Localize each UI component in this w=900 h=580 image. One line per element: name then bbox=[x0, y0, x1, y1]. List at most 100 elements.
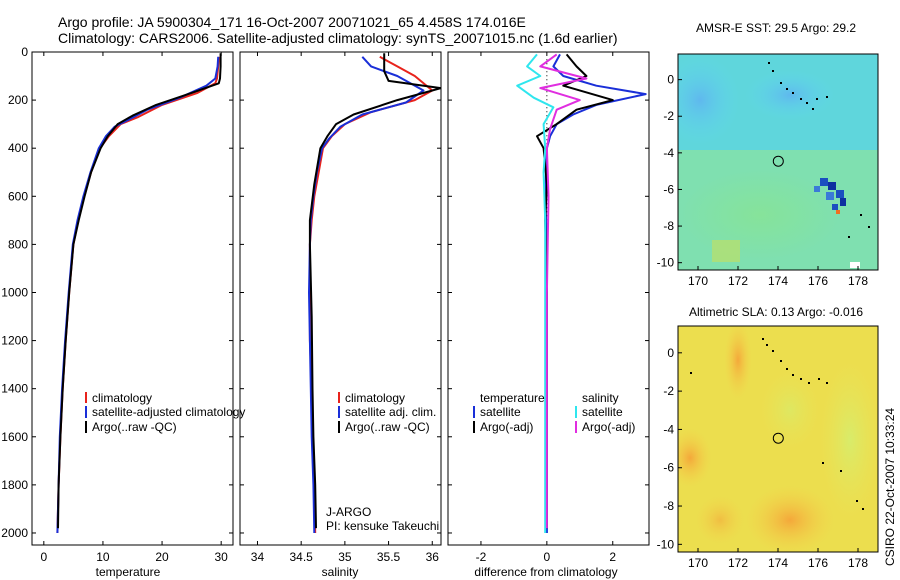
legend-label-climatology: climatology bbox=[92, 391, 152, 405]
x-tick-label: 10 bbox=[96, 550, 110, 564]
sst-island-dots bbox=[768, 62, 870, 238]
legend-label-sal-satellite: satellite bbox=[582, 405, 623, 419]
temperature-xlabel: temperature bbox=[96, 565, 161, 579]
sla-high-south bbox=[745, 485, 835, 552]
figure-title-line1: Argo profile: JA 5900304_171 16-Oct-2007… bbox=[58, 14, 526, 30]
map-x-tick-label: 178 bbox=[848, 556, 868, 570]
map-y-tick-label: 0 bbox=[667, 346, 674, 360]
map-x-tick-label: 172 bbox=[728, 556, 748, 570]
temperature-axes-ticks: 0 10 20 30 0 200 400 600 800 1000 1200 1400 1600 1800… bbox=[1, 45, 233, 564]
sst-map-title: AMSR-E SST: 29.5 Argo: 29.2 bbox=[696, 21, 856, 35]
series-line-salinity-satellite bbox=[516, 53, 555, 533]
y-tick-label: 1800 bbox=[1, 478, 28, 492]
legend-header-salinity: salinity bbox=[582, 391, 619, 405]
difference-series-group bbox=[516, 53, 647, 533]
y-tick-label: 1400 bbox=[1, 382, 28, 396]
map-y-tick-label: -8 bbox=[663, 219, 674, 233]
y-tick-label: 800 bbox=[8, 237, 28, 251]
map-y-tick-label: -10 bbox=[657, 256, 675, 270]
sla-map-ticks: 170 172 174 176 178 0 -2 -4 -6 -8 -10 bbox=[657, 346, 869, 570]
map-x-tick-label: 174 bbox=[768, 556, 788, 570]
y-tick-label: 600 bbox=[8, 189, 28, 203]
difference-xlabel: difference from climatology bbox=[474, 565, 617, 579]
temperature-axes-frame bbox=[31, 51, 234, 546]
credit-line2: PI: kensuke Takeuchi bbox=[326, 519, 439, 533]
legend-label-satellite: satellite-adjusted climatology bbox=[92, 405, 245, 419]
sla-argo-location-marker bbox=[772, 432, 784, 444]
legend-label-argo: Argo(..raw -QC) bbox=[92, 420, 177, 434]
map-x-tick-label: 176 bbox=[808, 274, 828, 288]
y-tick-label: 200 bbox=[8, 93, 28, 107]
sla-island-dots bbox=[690, 338, 864, 510]
legend-label-climatology: climatology bbox=[345, 391, 405, 405]
y-tick-label: 2000 bbox=[1, 526, 28, 540]
difference-axes-ticks: -2 0 2 bbox=[448, 51, 649, 564]
map-x-tick-label: 170 bbox=[688, 274, 708, 288]
map-x-tick-label: 176 bbox=[808, 556, 828, 570]
sst-map: AMSR-E SST: 29.5 Argo: 29.2 bbox=[657, 21, 879, 288]
map-x-tick-label: 174 bbox=[768, 274, 788, 288]
map-y-tick-label: 0 bbox=[667, 73, 674, 87]
sst-map-field bbox=[678, 54, 878, 270]
x-tick-label: 30 bbox=[214, 550, 228, 564]
series-line-satellite-adjusted-climatology bbox=[56, 56, 220, 534]
difference-axes-frame bbox=[447, 51, 650, 546]
map-x-tick-label: 178 bbox=[848, 274, 868, 288]
legend-label-satellite: satellite adj. clim. bbox=[345, 405, 436, 419]
x-tick-label: 34.5 bbox=[289, 550, 313, 564]
salinity-series-group bbox=[308, 53, 441, 534]
y-tick-label: 1000 bbox=[1, 285, 28, 299]
legend-label-argo: Argo(..raw -QC) bbox=[345, 420, 430, 434]
legend-label-temp-argo: Argo(-adj) bbox=[480, 420, 533, 434]
credit-line1: J-ARGO bbox=[326, 505, 371, 519]
series-line-salinity-argo-adj bbox=[539, 53, 588, 529]
sla-low-east bbox=[820, 360, 878, 520]
x-tick-label: 35 bbox=[338, 550, 352, 564]
sla-high-west bbox=[678, 428, 712, 488]
x-tick-label: 0 bbox=[544, 550, 551, 564]
map-y-tick-label: -6 bbox=[663, 182, 674, 196]
legend-label-sal-argo: Argo(-adj) bbox=[582, 420, 635, 434]
y-tick-label: 1200 bbox=[1, 334, 28, 348]
sla-map-title: Altimetric SLA: 0.13 Argo: -0.016 bbox=[689, 305, 863, 319]
map-y-tick-label: -10 bbox=[657, 537, 675, 551]
csiro-timestamp: CSIRO 22-Oct-2007 10:33:24 bbox=[883, 408, 897, 566]
sla-low-centre bbox=[760, 370, 820, 450]
series-line-argo-raw-qc bbox=[57, 53, 222, 529]
map-y-tick-label: -4 bbox=[663, 422, 674, 436]
salinity-legend: climatology satellite adj. clim. Argo(..… bbox=[338, 391, 436, 434]
x-tick-label: 34 bbox=[251, 550, 265, 564]
salinity-xlabel: salinity bbox=[322, 565, 359, 579]
series-line-argo-raw-qc bbox=[308, 53, 441, 529]
difference-legend: temperature salinity satellite Argo(-adj… bbox=[473, 391, 635, 434]
sla-high-southwest bbox=[695, 495, 745, 545]
x-tick-label: 0 bbox=[40, 550, 47, 564]
map-y-tick-label: -8 bbox=[663, 499, 674, 513]
difference-panel: -2 0 2 difference from climatology tempera… bbox=[447, 51, 650, 579]
temperature-panel: 0 10 20 30 0 200 400 600 800 1000 1200 1400 1600 1800… bbox=[1, 45, 245, 579]
salinity-axes-frame bbox=[239, 51, 442, 546]
map-y-tick-label: -2 bbox=[663, 109, 674, 123]
series-line-climatology bbox=[308, 55, 434, 534]
legend-header-temperature: temperature bbox=[480, 391, 545, 405]
y-tick-label: 0 bbox=[21, 45, 28, 59]
figure-title-line2: Climatology: CARS2006. Satellite-adjuste… bbox=[58, 30, 618, 46]
temperature-legend: climatology satellite-adjusted climatolo… bbox=[85, 391, 245, 434]
map-x-tick-label: 170 bbox=[688, 556, 708, 570]
sst-argo-location-marker bbox=[772, 155, 784, 167]
map-y-tick-label: -6 bbox=[663, 461, 674, 475]
x-tick-label: 36 bbox=[426, 550, 440, 564]
salinity-axes-ticks: 34 34.5 35 35.5 36 bbox=[240, 51, 441, 564]
map-y-tick-label: -2 bbox=[663, 384, 674, 398]
sst-warm-spot bbox=[712, 240, 740, 262]
sst-cool-patch-north bbox=[745, 70, 835, 120]
y-tick-label: 1600 bbox=[1, 430, 28, 444]
series-line-climatology bbox=[56, 56, 220, 534]
y-tick-label: 400 bbox=[8, 141, 28, 155]
map-y-tick-label: -4 bbox=[663, 146, 674, 160]
series-line-temperature-argo-adj bbox=[536, 53, 614, 529]
x-tick-label: 35.5 bbox=[377, 550, 401, 564]
sst-map-ticks: 170 172 174 176 178 0 -2 -4 -6 -8 -10 bbox=[657, 73, 869, 288]
x-tick-label: 20 bbox=[155, 550, 169, 564]
